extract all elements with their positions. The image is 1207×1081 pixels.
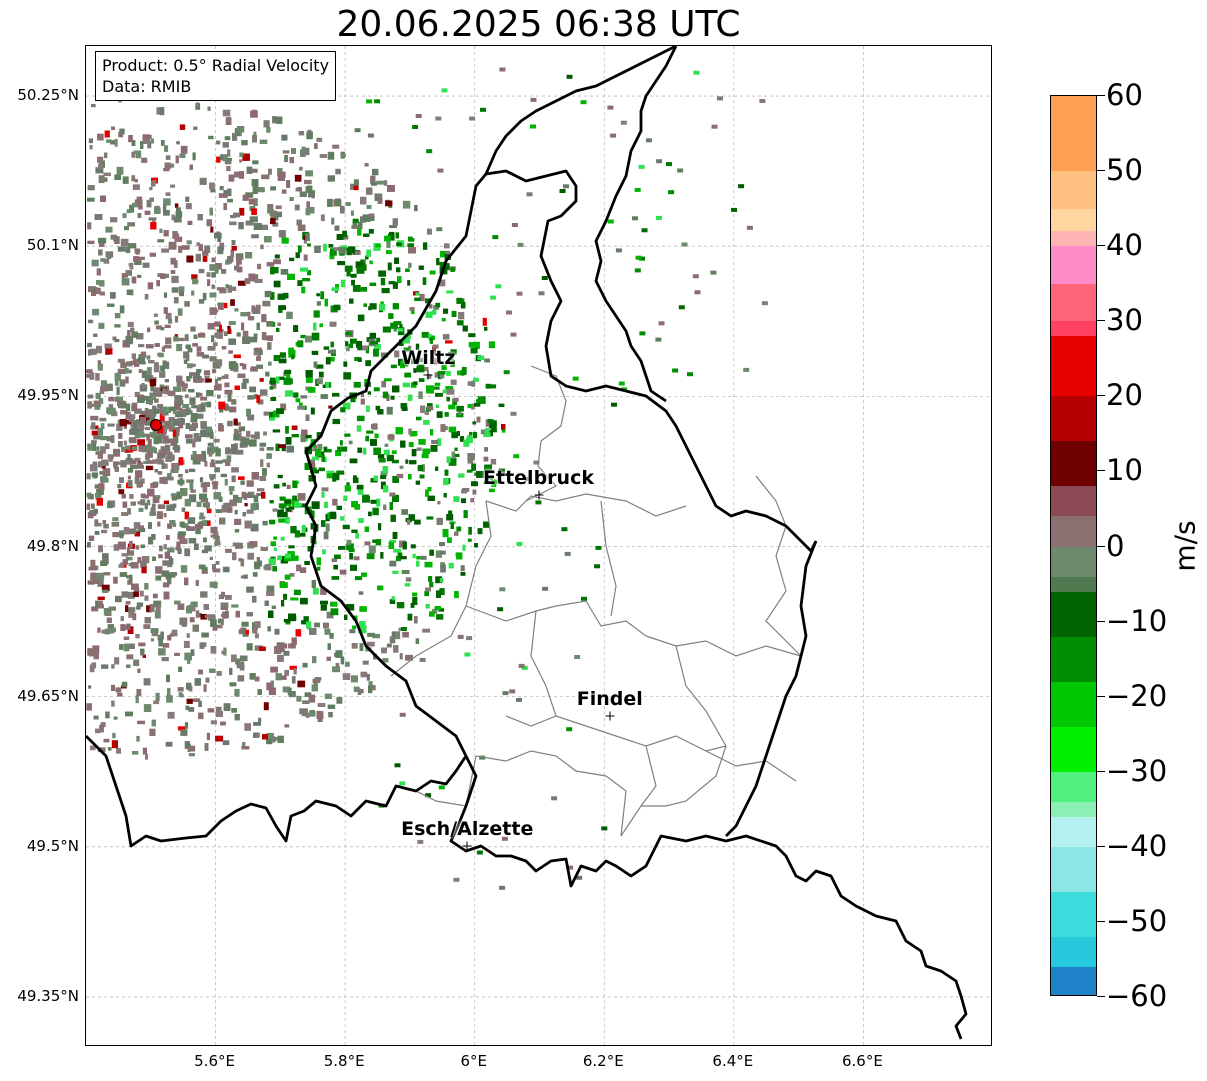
colorbar-tick-label: −10	[1106, 603, 1168, 638]
colorbar-tick-label: −50	[1106, 903, 1168, 938]
colorbar-tick-label: −40	[1106, 828, 1168, 863]
colorbar-segment	[1051, 726, 1096, 773]
colorbar-tick	[1097, 395, 1105, 397]
colorbar-tick	[1097, 920, 1105, 922]
colorbar-tick	[1097, 95, 1105, 96]
radar-echoes	[86, 67, 768, 890]
colorbar-tick-label: 60	[1106, 78, 1143, 112]
radar-map[interactable]	[85, 45, 992, 1046]
colorbar-segment	[1051, 208, 1096, 232]
colorbar-tick-label: 10	[1106, 453, 1143, 488]
colorbar-tick	[1097, 545, 1105, 547]
colorbar-tick-label: −30	[1106, 753, 1168, 788]
longitude-label: 6.4°E	[712, 1052, 754, 1070]
colorbar-segment	[1051, 936, 1096, 968]
colorbar-tick	[1097, 996, 1105, 997]
colorbar-tick-label: 50	[1106, 153, 1143, 188]
country-borders	[86, 46, 968, 1040]
latitude-label: 49.5°N	[26, 836, 79, 855]
colorbar-segment	[1051, 336, 1096, 397]
latitude-label: 49.65°N	[17, 686, 79, 705]
latitude-label: 50.1°N	[26, 236, 79, 255]
canton-boundaries	[390, 365, 802, 837]
longitude-label: 6.6°E	[842, 1052, 883, 1070]
colorbar-segment	[1051, 441, 1096, 487]
colorbar-segment	[1051, 96, 1096, 172]
colorbar-segment	[1051, 516, 1096, 547]
colorbar-tick	[1097, 470, 1105, 472]
map-canvas	[86, 46, 991, 1045]
longitude-label: 6.2°E	[582, 1052, 624, 1070]
colorbar-segment	[1051, 846, 1096, 893]
colorbar-segment	[1051, 486, 1096, 517]
city-marker	[462, 841, 472, 851]
latitude-label: 49.95°N	[17, 386, 79, 405]
colorbar-tick	[1097, 695, 1105, 697]
city-label: Esch/Alzette	[401, 817, 534, 840]
colorbar-segment	[1051, 171, 1096, 210]
colorbar-segment	[1051, 246, 1096, 285]
colorbar-segment	[1051, 966, 1096, 995]
colorbar-tick-label: 40	[1106, 228, 1143, 263]
colorbar-tick	[1097, 320, 1105, 322]
colorbar-segment	[1051, 396, 1096, 442]
colorbar-segment	[1051, 231, 1096, 247]
colorbar-segment	[1051, 771, 1096, 803]
product-label: Product: 0.5° Radial Velocity	[102, 56, 330, 75]
colorbar-tick-label: 30	[1106, 303, 1143, 338]
colorbar-segment	[1051, 801, 1096, 818]
latitude-label: 50.25°N	[17, 86, 79, 105]
colorbar-tick-label: 0	[1106, 528, 1125, 563]
colorbar-segment	[1051, 321, 1096, 337]
longitude-label: 6°E	[460, 1052, 487, 1070]
colorbar-segment	[1051, 576, 1096, 593]
colorbar-tick	[1097, 845, 1105, 847]
longitude-label: 5.6°E	[194, 1052, 235, 1070]
colorbar-tick	[1097, 170, 1105, 172]
city-label: Wiltz	[401, 347, 456, 370]
colorbar-tick	[1097, 770, 1105, 772]
colorbar-tick-label: 20	[1106, 378, 1143, 413]
colorbar-tick	[1097, 620, 1105, 622]
colorbar-tick-label: −20	[1106, 678, 1168, 713]
colorbar-tick	[1097, 245, 1105, 247]
city-label: Findel	[576, 687, 643, 710]
info-box: Product: 0.5° Radial Velocity Data: RMIB	[95, 51, 337, 101]
colorbar-segment	[1051, 636, 1096, 683]
colorbar-segment	[1051, 681, 1096, 728]
city-marker	[605, 711, 615, 721]
colorbar-segment	[1051, 283, 1096, 322]
city-label: Ettelbruck	[483, 467, 594, 490]
colorbar-segment	[1051, 816, 1096, 848]
velocity-colorbar	[1050, 95, 1097, 996]
longitude-label: 5.8°E	[323, 1052, 365, 1070]
latitude-label: 49.35°N	[17, 986, 79, 1005]
colorbar-tick-label: −60	[1106, 979, 1168, 1013]
colorbar-segment	[1051, 546, 1096, 578]
city-marker	[534, 490, 543, 500]
map-title: 20.06.2025 06:38 UTC	[336, 4, 741, 45]
colorbar-unit-label: m/s	[1168, 520, 1202, 572]
radar-site-marker[interactable]	[150, 419, 163, 432]
latitude-label: 49.8°N	[26, 536, 79, 555]
colorbar-segment	[1051, 891, 1096, 938]
data-source-label: Data: RMIB	[102, 77, 192, 96]
city-marker	[423, 370, 433, 380]
colorbar-segment	[1051, 591, 1096, 638]
